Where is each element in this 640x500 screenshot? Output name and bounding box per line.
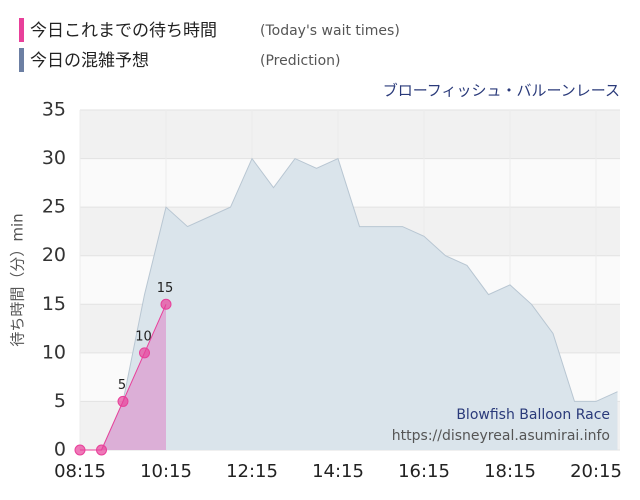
point [74, 444, 86, 456]
legend-note: (Today's wait times) [260, 23, 400, 39]
watermark: https://disneyreal.asumirai.info [392, 428, 610, 444]
area [80, 158, 618, 451]
x-tick-label: 14:15 [312, 461, 364, 482]
y-tick-label: 25 [42, 196, 66, 218]
x-tick-label: 10:15 [140, 461, 192, 482]
y-tick-label: 0 [54, 439, 66, 461]
point [117, 395, 129, 407]
legend-label: 今日の混雑予想 [30, 51, 149, 71]
y-tick-label: 35 [42, 99, 66, 121]
legend-swatch [19, 48, 24, 72]
point [160, 298, 172, 310]
x-tick-label: 16:15 [398, 461, 450, 482]
y-tick-label: 10 [42, 341, 66, 363]
point [139, 347, 150, 359]
point [96, 444, 107, 456]
y-tick-label: 30 [42, 147, 66, 169]
grid-band [80, 110, 620, 159]
legend-note: (Prediction) [260, 53, 340, 69]
data-label: 10 [135, 329, 152, 344]
area-line [80, 157, 618, 451]
y-axis-label: 待ち時間（分）min [9, 213, 27, 346]
legend-label: 今日これまでの待ち時間 [30, 21, 217, 41]
x-tick-label: 12:15 [226, 461, 278, 482]
data-label: 5 [118, 378, 126, 393]
legend-swatch [19, 18, 24, 42]
x-tick-label: 08:15 [54, 461, 106, 482]
x-tick-label: 20:15 [570, 461, 622, 482]
y-tick-label: 20 [42, 244, 66, 266]
x-tick-label: 18:15 [484, 461, 536, 482]
area [80, 304, 166, 450]
data-label: 15 [157, 281, 174, 296]
y-tick-label: 5 [54, 390, 66, 412]
y-tick-label: 15 [42, 293, 66, 315]
watermark: Blowfish Balloon Race [456, 407, 610, 423]
chart-title: ブローフィッシュ・バルーンレース [383, 82, 620, 100]
